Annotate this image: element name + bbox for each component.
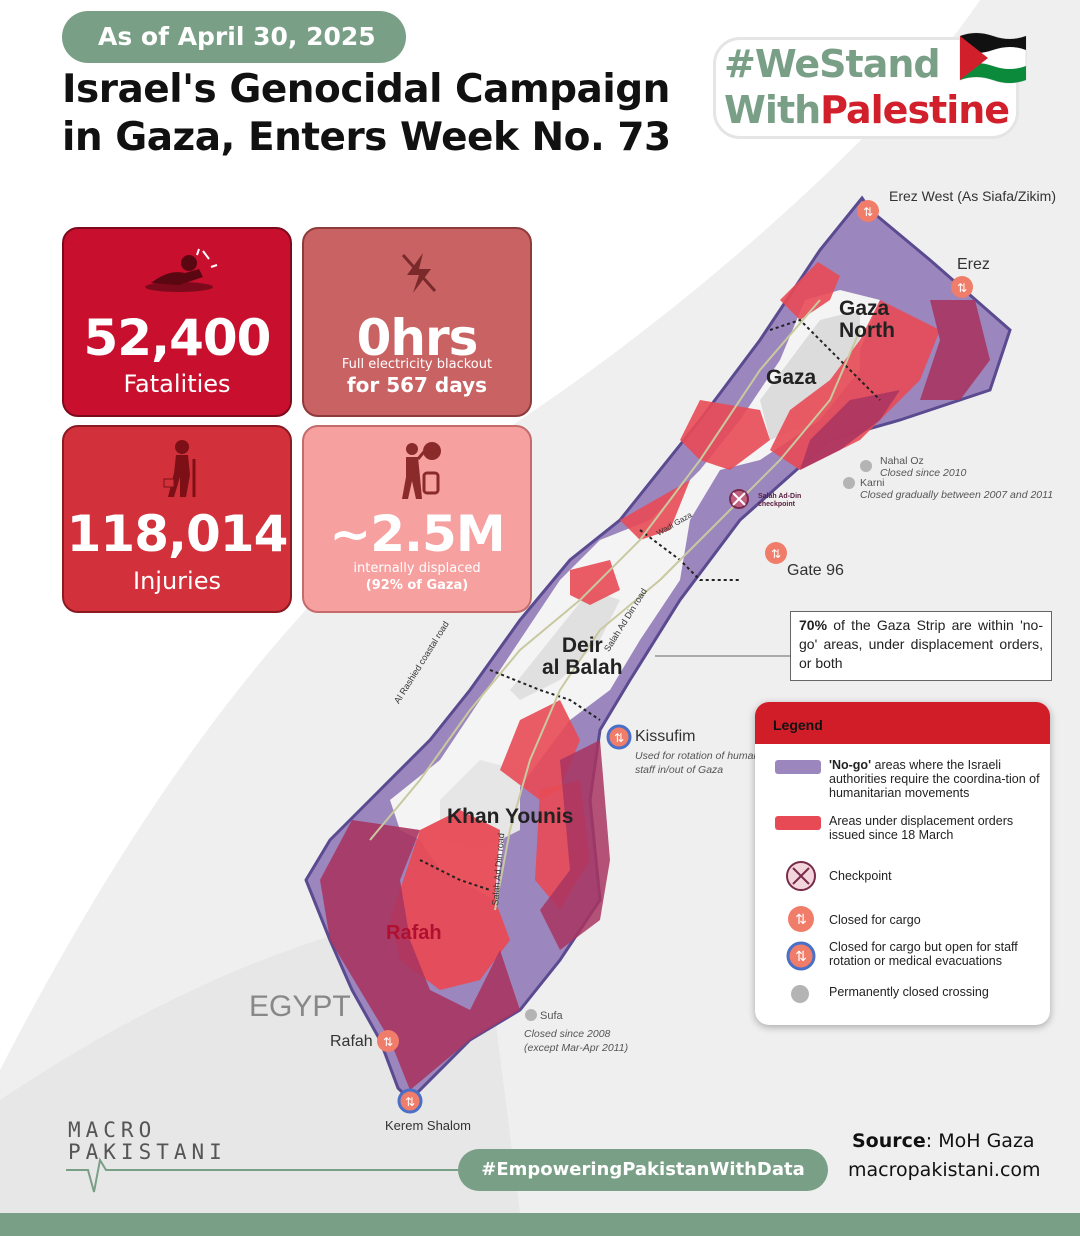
electricity-sub: Full electricity blackout <box>341 357 493 372</box>
svg-text:⇅: ⇅ <box>383 1035 393 1049</box>
closed-cargo-legend-icon: ⇅ <box>788 906 814 932</box>
site-url: macropakistani.com <box>848 1159 1041 1181</box>
injuries-card: 118,014 Injuries <box>62 425 292 613</box>
label-egypt: EGYPT <box>249 990 351 1023</box>
svg-text:⇅: ⇅ <box>405 1095 415 1109</box>
map-legend: Legend 'No-go' areas where the Israeli a… <box>755 702 1050 1025</box>
page-title: Israel's Genocidal Campaign in Gaza, Ent… <box>62 67 671 160</box>
label-rafah-crossing: Rafah <box>330 1033 373 1050</box>
tagline-badge: #EmpoweringPakistanWithData <box>458 1149 828 1191</box>
svg-text:⇅: ⇅ <box>614 731 624 745</box>
label-sufa-note: Closed since 2008 (except Mar-Apr 2011) <box>524 1028 629 1054</box>
label-kerem-shalom: Kerem Shalom <box>385 1118 471 1133</box>
svg-text:⇅: ⇅ <box>771 547 781 561</box>
svg-text:⇅: ⇅ <box>795 912 807 928</box>
displacement-area-north <box>780 262 840 320</box>
closed-crossing-legend-icon <box>791 985 809 1003</box>
overlap-area-north <box>920 300 990 400</box>
electricity-value: 0hrs <box>356 309 479 367</box>
label-erez: Erez <box>957 256 990 273</box>
label-gaza: Gaza <box>766 366 817 389</box>
no-go-callout: 70% of the Gaza Strip are within 'no-go'… <box>790 611 1052 681</box>
label-deir-al-balah: Deir al Balah <box>542 634 623 679</box>
label-gaza-north: Gaza North <box>839 297 895 342</box>
fatalities-card: 52,400 Fatalities <box>62 227 292 417</box>
injured-person-icon <box>163 440 196 497</box>
hashtag-line1: #WeStand <box>724 42 941 86</box>
erez-west-crossing-icon: ⇅ <box>857 200 879 222</box>
displacement-area-rafah <box>390 810 510 990</box>
displacement-swatch <box>775 816 821 830</box>
displaced-value: ~2.5M <box>329 505 505 563</box>
displaced-detail: (92% of Gaza) <box>365 578 469 593</box>
checkpoint-icon <box>729 489 749 509</box>
footer-bar <box>0 1213 1080 1236</box>
nogo-swatch <box>775 760 821 774</box>
gate96-crossing-icon: ⇅ <box>765 542 787 564</box>
electricity-detail: for 567 days <box>346 373 488 397</box>
overlap-area-rafah <box>320 820 520 1090</box>
fatalities-label: Fatalities <box>123 370 231 398</box>
date-label: As of April 30, 2025 <box>62 11 406 63</box>
label-kissufim-note: Used for rotation of human staff in/out o… <box>635 750 760 776</box>
nahal-oz-closed-icon <box>860 460 872 472</box>
source-credit: Source: MoH Gaza <box>852 1130 1035 1152</box>
karni-closed-icon <box>843 477 855 489</box>
fatalities-value: 52,400 <box>83 309 272 367</box>
displacement-area-khan-younis <box>500 700 580 800</box>
checkpoint-legend-icon <box>786 861 816 891</box>
label-sufa: Sufa <box>540 1010 563 1022</box>
label-erez-west: Erez West (As Siafa/Zikim) <box>889 188 1056 204</box>
label-khan-younis: Khan Younis <box>447 805 574 828</box>
displacement-area-gaza <box>770 300 940 470</box>
label-gate96: Gate 96 <box>787 562 844 579</box>
logo-line1: MACRO <box>68 1118 157 1142</box>
displaced-card: ~2.5M internally displaced (92% of Gaza) <box>302 425 532 613</box>
kissufim-crossing-icon: ⇅ <box>606 724 632 750</box>
label-rafah: Rafah <box>386 922 442 944</box>
svg-text:⇅: ⇅ <box>795 949 807 965</box>
logo-pulse-line <box>66 1157 466 1193</box>
displaced-person-icon <box>402 442 441 499</box>
casualty-icon <box>145 248 218 292</box>
logo-line2: PAKISTANI <box>68 1140 227 1164</box>
injuries-label: Injuries <box>133 567 221 595</box>
label-salah-checkpoint: Salah Ad-Din checkpoint <box>758 493 802 508</box>
staff-rotation-legend-icon: ⇅ <box>786 941 816 971</box>
sufa-closed-icon <box>525 1009 537 1021</box>
injuries-value: 118,014 <box>66 505 289 563</box>
rafah-crossing-icon: ⇅ <box>377 1030 399 1052</box>
palestine-flag-icon <box>959 32 1027 84</box>
label-karni: Karni Closed gradually between 2007 and 2… <box>860 477 1054 501</box>
kerem-shalom-crossing-icon: ⇅ <box>397 1088 423 1114</box>
svg-text:⇅: ⇅ <box>957 281 967 295</box>
svg-text:⇅: ⇅ <box>863 205 873 219</box>
electricity-card: 0hrs Full electricity blackout for 567 d… <box>302 227 532 417</box>
label-kissufim: Kissufim <box>635 728 696 745</box>
label-nahal-oz: Nahal Oz Closed since 2010 <box>880 455 967 479</box>
hashtag-line2: WithPalestine <box>724 88 1010 132</box>
no-power-icon <box>401 253 437 293</box>
legend-title: Legend <box>755 702 1050 744</box>
erez-crossing-icon: ⇅ <box>951 276 973 298</box>
displaced-sub: internally displaced <box>353 561 481 576</box>
